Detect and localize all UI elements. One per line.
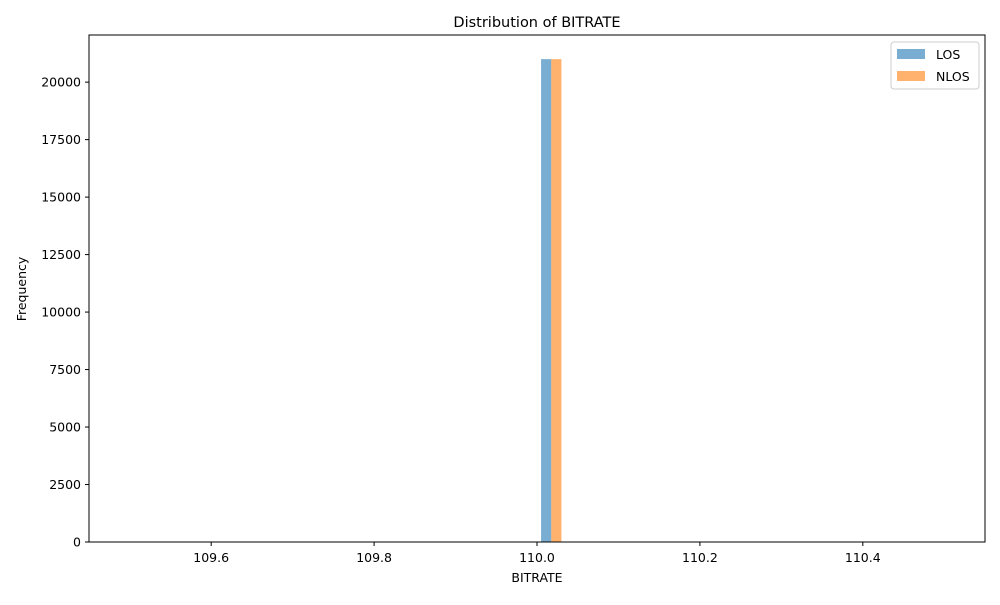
y-axis-label: Frequency xyxy=(14,256,29,321)
x-axis-ticks: 109.6 109.8 110.0 110.2 110.4 xyxy=(193,542,881,565)
x-tick-label: 109.6 xyxy=(193,550,229,565)
legend-label-nlos: NLOS xyxy=(936,69,970,84)
x-tick-label: 109.8 xyxy=(356,550,392,565)
legend: LOS NLOS xyxy=(890,41,980,90)
legend-label-los: LOS xyxy=(936,47,960,62)
y-tick-label: 0 xyxy=(73,535,81,550)
x-axis-label: BITRATE xyxy=(511,570,562,585)
bars-layer xyxy=(541,59,562,543)
x-tick-label: 110.2 xyxy=(682,550,718,565)
x-tick-label: 110.4 xyxy=(845,550,881,565)
bar-nlos-0 xyxy=(551,59,562,543)
legend-swatch-nlos xyxy=(897,71,925,81)
y-tick-label: 12500 xyxy=(41,247,81,262)
y-axis-ticks: 0 2500 5000 7500 10000 12500 15000 17500 20000 xyxy=(41,75,89,550)
bar-los-0 xyxy=(541,59,552,543)
legend-swatch-los xyxy=(897,49,925,59)
y-tick-label: 17500 xyxy=(41,132,81,147)
x-tick-label: 110.0 xyxy=(519,550,555,565)
y-tick-label: 20000 xyxy=(41,75,81,90)
y-tick-label: 5000 xyxy=(49,420,81,435)
chart-title: Distribution of BITRATE xyxy=(453,15,620,31)
y-tick-label: 7500 xyxy=(49,362,81,377)
plot-frame xyxy=(88,34,986,543)
y-tick-label: 2500 xyxy=(49,477,81,492)
y-tick-label: 15000 xyxy=(41,190,81,205)
y-tick-label: 10000 xyxy=(41,305,81,320)
